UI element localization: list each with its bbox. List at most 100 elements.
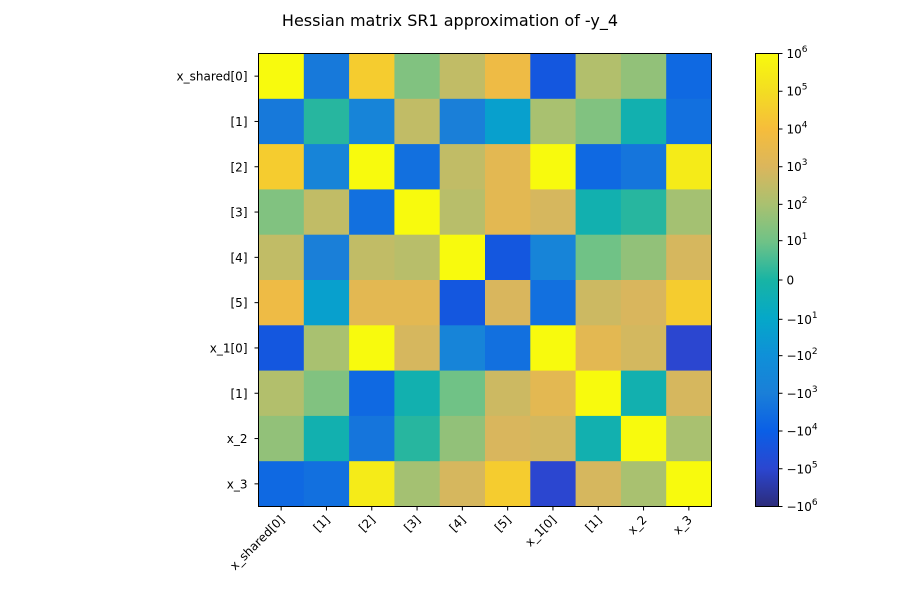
heatmap-cell: [620, 234, 667, 281]
column-label: [5]: [492, 513, 514, 535]
heatmap-cell: [394, 370, 441, 417]
heatmap-cell: [620, 325, 667, 371]
heatmap-cell: [575, 234, 622, 281]
heatmap-cell: [303, 189, 350, 236]
heatmap-cell: [530, 144, 576, 190]
column-label: [1]: [311, 513, 333, 535]
heatmap-cell: [666, 53, 712, 100]
heatmap-cell: [575, 189, 622, 236]
heatmap-cell: [303, 98, 350, 145]
chart-title: Hessian matrix SR1 approximation of -y_4: [282, 11, 618, 31]
column-label: x_1[0]: [522, 513, 559, 550]
heatmap-cell: [666, 325, 712, 371]
heatmap-cell: [620, 415, 667, 462]
heatmap-cell: [303, 280, 350, 326]
heatmap-cell: [575, 280, 622, 326]
colorbar-ticks: 106 105 104 103 102 101 0 −101 −102 −103 −104 −105 −…: [778, 45, 818, 514]
heatmap-cell: [349, 53, 395, 100]
column-label: [2]: [356, 513, 378, 535]
colorbar-tick-label: −106: [787, 498, 818, 514]
colorbar: [755, 53, 779, 507]
row-label: [4]: [231, 251, 248, 265]
heatmap-cell: [394, 144, 441, 190]
heatmap-cell: [303, 325, 350, 371]
colorbar-tick-label: 0: [787, 274, 795, 288]
heatmap-cell: [303, 234, 350, 281]
heatmap-cell: [439, 98, 486, 145]
heatmap-cell: [303, 53, 350, 100]
heatmap-cell: [394, 325, 441, 371]
heatmap-cell: [349, 98, 395, 145]
heatmap-cell: [439, 53, 486, 100]
heatmap-cell: [530, 325, 576, 371]
colorbar-tick-label: −104: [787, 423, 818, 439]
row-label: x_3: [227, 477, 248, 491]
heatmap-cell: [439, 280, 486, 326]
heatmap-cell: [530, 370, 576, 417]
column-label: x_2: [625, 513, 650, 538]
heatmap-cell: [439, 370, 486, 417]
heatmap-cell: [258, 234, 305, 281]
heatmap-cell: [349, 461, 395, 507]
heatmap-cell: [394, 234, 441, 281]
heatmap-cell: [530, 189, 576, 236]
heatmap-cell: [258, 189, 305, 236]
heatmap-cell: [620, 461, 667, 507]
row-label: x_2: [227, 432, 248, 446]
heatmap-cell: [666, 370, 712, 417]
heatmap-cell: [666, 234, 712, 281]
heatmap-cell: [394, 98, 441, 145]
heatmap-cell: [258, 370, 305, 417]
heatmap-cell: [258, 461, 305, 507]
heatmap-cell: [666, 98, 712, 145]
row-label: [1]: [231, 387, 248, 401]
heatmap-cell: [530, 234, 576, 281]
heatmap-cell: [485, 461, 531, 507]
heatmap-cell: [575, 53, 622, 100]
heatmap-cell: [485, 325, 531, 371]
colorbar-tick-label: 101: [787, 232, 808, 248]
heatmap-cell: [258, 415, 305, 462]
heatmap-cell: [439, 234, 486, 281]
heatmap-cells: [258, 53, 712, 507]
heatmap-cell: [394, 53, 441, 100]
heatmap-cell: [349, 325, 395, 371]
heatmap-cell: [394, 415, 441, 462]
row-label: x_1[0]: [210, 341, 248, 355]
colorbar-tick-label: −105: [787, 460, 818, 476]
heatmap-cell: [575, 325, 622, 371]
plot-frame: [258, 53, 712, 507]
heatmap-cell: [439, 461, 486, 507]
heatmap-cell: [394, 189, 441, 236]
heatmap-cell: [575, 415, 622, 462]
heatmap-cell: [530, 280, 576, 326]
column-label: [1]: [582, 513, 604, 535]
colorbar-tick-label: 104: [787, 120, 808, 136]
heatmap-cell: [349, 144, 395, 190]
column-labels: x_shared[0] [1] [2] [3] [4] [5] x_1[0] [1] x_2 x_…: [227, 506, 695, 573]
column-label: x_3: [670, 513, 695, 538]
heatmap-cell: [394, 280, 441, 326]
heatmap-cell: [303, 415, 350, 462]
heatmap-cell: [530, 98, 576, 145]
heatmap-cell: [258, 53, 305, 100]
row-labels: x_shared[0] [1] [2] [3] [4] [5] x_1[0] [1] x_2 x_…: [177, 70, 259, 491]
heatmap-cell: [258, 98, 305, 145]
heatmap-cell: [349, 234, 395, 281]
row-label: [2]: [231, 160, 248, 174]
heatmap-cell: [258, 280, 305, 326]
row-label: [5]: [231, 296, 248, 310]
heatmap-cell: [485, 234, 531, 281]
heatmap-cell: [485, 280, 531, 326]
heatmap-cell: [666, 461, 712, 507]
heatmap-cell: [666, 189, 712, 236]
heatmap-cell: [530, 461, 576, 507]
heatmap-cell: [666, 144, 712, 190]
heatmap-cell: [258, 325, 305, 371]
heatmap-cell: [349, 189, 395, 236]
heatmap-cell: [303, 461, 350, 507]
heatmap-cell: [620, 98, 667, 145]
heatmap-cell: [620, 53, 667, 100]
heatmap-cell: [439, 325, 486, 371]
